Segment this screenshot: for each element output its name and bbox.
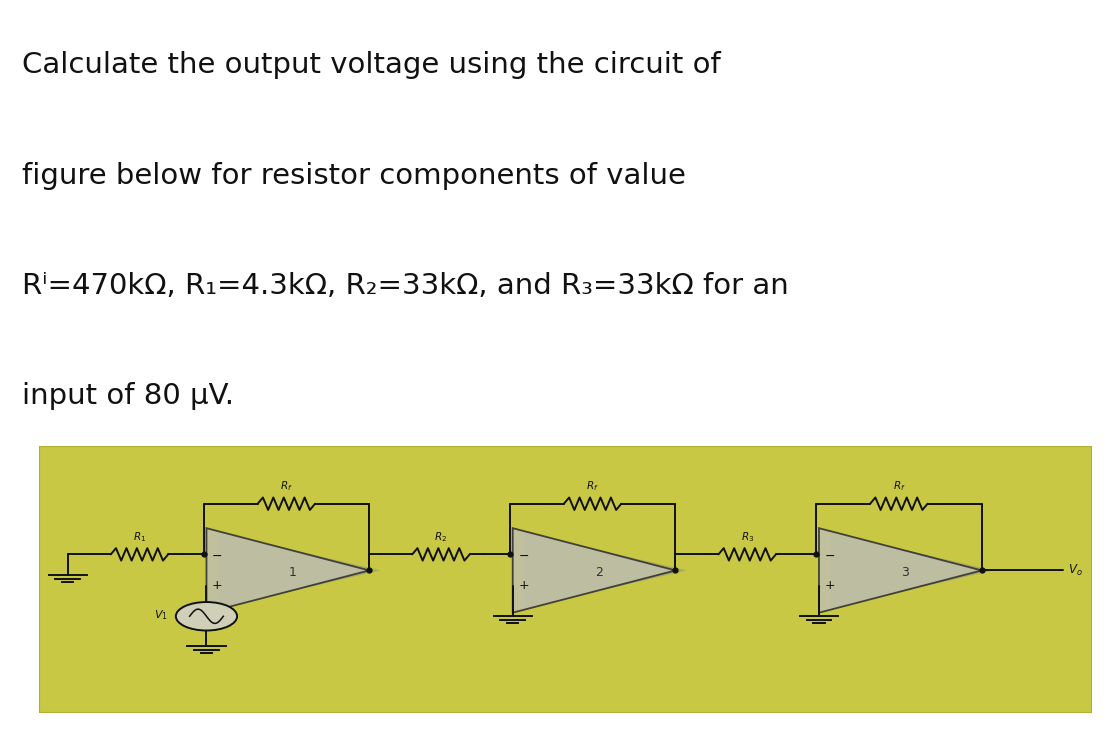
Text: Calculate the output voltage using the circuit of: Calculate the output voltage using the c… <box>22 51 721 80</box>
Polygon shape <box>206 529 369 613</box>
Text: $+$: $+$ <box>518 579 529 591</box>
Circle shape <box>176 602 237 631</box>
Text: $R_2$: $R_2$ <box>434 531 448 544</box>
Text: $+$: $+$ <box>212 579 223 591</box>
Text: input of 80 μV.: input of 80 μV. <box>22 382 234 410</box>
Text: Rⁱ=470kΩ, R₁=4.3kΩ, R₂=33kΩ, and R₃=33kΩ for an: Rⁱ=470kΩ, R₁=4.3kΩ, R₂=33kΩ, and R₃=33kΩ… <box>22 272 789 300</box>
Text: $R_f$: $R_f$ <box>586 480 599 493</box>
Text: $R_1$: $R_1$ <box>133 531 146 544</box>
Polygon shape <box>525 533 687 608</box>
Text: figure below for resistor components of value: figure below for resistor components of … <box>22 162 686 190</box>
Text: 1: 1 <box>289 566 296 579</box>
Text: $R_f$: $R_f$ <box>280 480 293 493</box>
Text: 2: 2 <box>595 566 603 579</box>
Text: $-$: $-$ <box>823 549 834 562</box>
Text: $V_o$: $V_o$ <box>1068 563 1083 578</box>
Polygon shape <box>830 533 994 608</box>
Text: $-$: $-$ <box>212 549 223 562</box>
Text: $+$: $+$ <box>823 579 836 591</box>
Text: $V_1$: $V_1$ <box>155 608 168 622</box>
Text: 3: 3 <box>901 566 909 579</box>
Text: $-$: $-$ <box>518 549 529 562</box>
Text: $R_3$: $R_3$ <box>741 531 754 544</box>
Polygon shape <box>218 533 381 608</box>
Polygon shape <box>819 529 981 613</box>
Polygon shape <box>512 529 675 613</box>
Text: $R_f$: $R_f$ <box>892 480 906 493</box>
